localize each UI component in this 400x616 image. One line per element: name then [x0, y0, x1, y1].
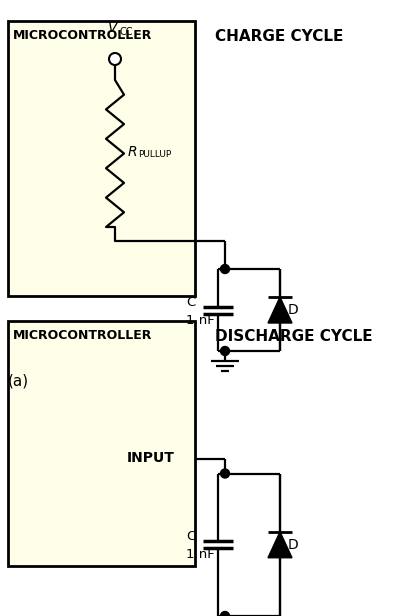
- Text: PULLUP: PULLUP: [138, 150, 171, 159]
- Text: MICROCONTROLLER: MICROCONTROLLER: [13, 329, 152, 342]
- Text: (a): (a): [8, 373, 29, 388]
- Text: D: D: [288, 303, 299, 317]
- Text: R: R: [128, 145, 138, 158]
- Text: INPUT: INPUT: [127, 452, 175, 466]
- Circle shape: [220, 612, 230, 616]
- Text: C: C: [186, 296, 195, 309]
- Text: MICROCONTROLLER: MICROCONTROLLER: [13, 29, 152, 42]
- Polygon shape: [268, 532, 292, 557]
- Text: C: C: [186, 530, 195, 543]
- FancyBboxPatch shape: [8, 21, 195, 296]
- Text: DISCHARGE CYCLE: DISCHARGE CYCLE: [215, 329, 373, 344]
- Text: CHARGE CYCLE: CHARGE CYCLE: [215, 29, 343, 44]
- Text: V: V: [108, 21, 118, 35]
- Polygon shape: [268, 297, 292, 323]
- Circle shape: [220, 264, 230, 274]
- Circle shape: [220, 469, 230, 478]
- FancyBboxPatch shape: [8, 321, 195, 566]
- Text: D: D: [288, 538, 299, 552]
- Circle shape: [220, 346, 230, 355]
- Text: CC: CC: [120, 27, 134, 37]
- Circle shape: [109, 53, 121, 65]
- Text: 1 nF: 1 nF: [186, 314, 215, 326]
- Text: 1 nF: 1 nF: [186, 548, 215, 561]
